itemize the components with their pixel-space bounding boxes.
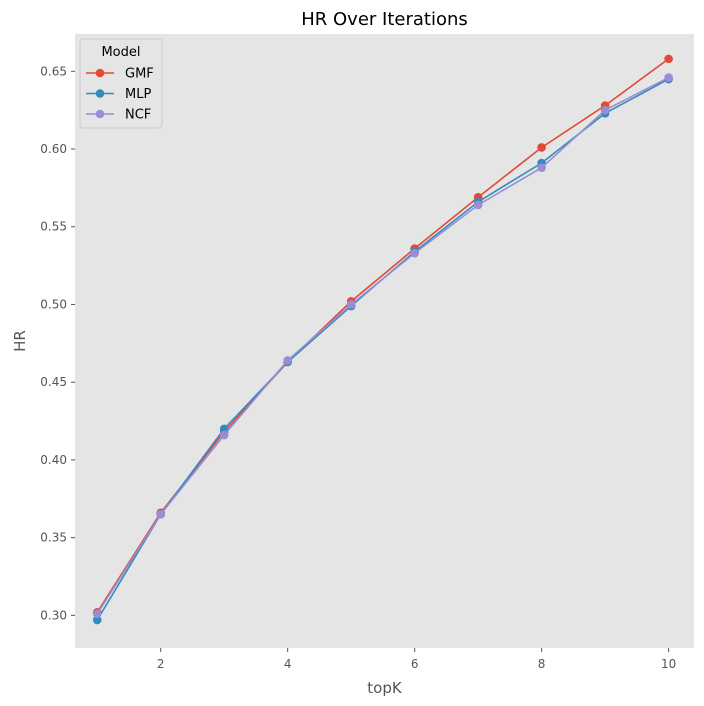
legend-box xyxy=(79,38,163,129)
legend: Model GMF MLP NCF xyxy=(79,38,163,129)
legend-marker-gmf xyxy=(95,68,105,78)
data-point-ncf xyxy=(283,356,292,365)
y-tick-label: 0.35 xyxy=(40,531,67,545)
data-point-ncf xyxy=(537,163,546,172)
data-point-ncf xyxy=(473,200,483,210)
x-axis-label: topK xyxy=(367,679,403,697)
data-point-ncf xyxy=(600,105,610,115)
legend-label-ncf: NCF xyxy=(125,108,151,123)
data-point-ncf xyxy=(92,609,102,619)
legend-marker-mlp xyxy=(95,89,105,98)
x-tick-label: 8 xyxy=(538,657,546,671)
series-layer xyxy=(92,54,673,625)
data-point-gmf xyxy=(664,54,673,64)
legend-label-mlp: MLP xyxy=(125,87,151,102)
y-tick-label: 0.50 xyxy=(40,297,67,311)
legend-marker-ncf xyxy=(95,109,105,119)
legend-items: GMF MLP NCF xyxy=(86,67,154,123)
series-line-ncf xyxy=(96,76,669,615)
x-tick-label: 10 xyxy=(661,657,676,671)
y-tick-label: 0.30 xyxy=(40,608,67,622)
data-point-gmf xyxy=(537,143,546,152)
data-point-ncf xyxy=(156,510,166,519)
data-point-ncf xyxy=(346,300,356,309)
legend-title: Model xyxy=(101,45,140,60)
y-axis-label: HR xyxy=(11,330,29,352)
x-tick-label: 6 xyxy=(411,657,419,671)
plot-area xyxy=(75,34,694,648)
y-tick-label: 0.45 xyxy=(40,375,67,389)
y-tick-label: 0.40 xyxy=(40,453,67,467)
x-axis-ticks: 2 4 6 8 10 xyxy=(157,648,676,671)
y-tick-label: 0.65 xyxy=(40,64,67,78)
data-point-ncf xyxy=(219,430,229,440)
x-tick-label: 4 xyxy=(284,657,292,671)
y-tick-label: 0.55 xyxy=(40,220,67,234)
data-point-mlp xyxy=(219,424,229,434)
y-tick-label: 0.60 xyxy=(40,142,67,156)
y-axis-ticks: 0.30 0.35 0.40 0.45 0.50 0.55 0.60 0.65 xyxy=(40,64,75,622)
data-point-ncf xyxy=(410,248,419,258)
data-point-ncf xyxy=(664,73,673,82)
data-point-mlp xyxy=(92,615,102,625)
legend-label-gmf: GMF xyxy=(125,67,154,82)
chart-title: HR Over Iterations xyxy=(301,9,468,30)
x-tick-label: 2 xyxy=(157,657,165,671)
